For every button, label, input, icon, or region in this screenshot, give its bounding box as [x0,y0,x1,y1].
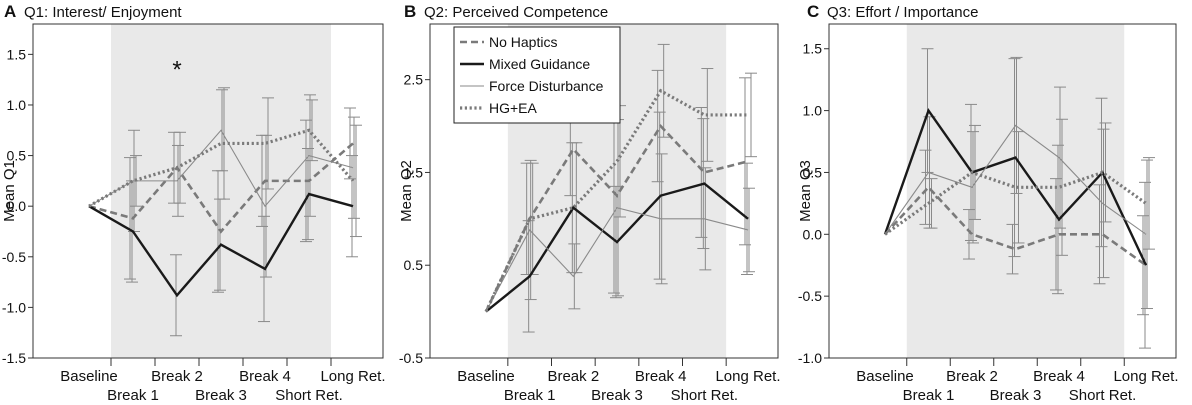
panel-c: -1.0 -0.5 0.0 0.5 1.0 1.5 Baseline Break 2 Break… [797,2,1179,404]
y-tick-label: 1.5 [7,46,27,62]
legend-label: Mixed Guidance [489,56,590,72]
x-category-label: Break 4 [239,368,291,385]
panel-a: -1.5 -1.0 -0.5 0.0 0.5 1.0 1.5 Baseline Break 2 B… [1,2,386,404]
x-category-label: Long Ret. [320,368,385,385]
panel-title: Q3: Effort / Importance [827,4,978,21]
series-line-force-disturbance [88,129,354,208]
x-category-label: Baseline [60,368,118,385]
panel-letter: C [807,2,819,21]
x-category-label: Break 2 [151,368,203,385]
y-tick-label: -0.5 [798,288,822,304]
x-category-label: Baseline [457,368,515,385]
series-line-hg-ea [88,128,355,208]
series-line-force-disturbance [884,124,1147,235]
x-category-label: Break 2 [547,368,599,385]
y-axis-label: Mean Q3 [797,160,814,222]
x-category-label: Short Ret. [671,387,739,404]
x-category-label: Break 3 [990,387,1042,404]
shaded-region [906,24,1125,358]
y-tick-label: 1.5 [803,41,823,57]
shaded-region [111,24,331,358]
legend-box [453,26,621,124]
series-line-mixed-guidance [485,182,749,313]
panel-letter: A [4,2,16,21]
x-category-label: Short Ret. [1069,387,1137,404]
x-category-label: Long Ret. [715,368,780,385]
y-tick-label: -0.5 [2,249,26,265]
series-line-force-disturbance [485,207,749,312]
legend-label: HG+EA [489,100,538,116]
y-tick-label: -1.5 [2,350,26,366]
x-category-label: Break 4 [635,368,687,385]
x-category-label: Break 3 [195,387,247,404]
x-category-label: Break 1 [504,387,556,404]
y-tick-label: 1.5 [404,164,424,180]
x-category-label: Break 1 [903,387,955,404]
series-line-mixed-guidance [88,192,354,298]
y-tick-label: 0.0 [803,226,823,242]
x-category-label: Break 1 [107,387,159,404]
series-line-no-haptics [88,142,354,234]
x-category-label: Baseline [856,368,914,385]
x-category-label: Long Ret. [1113,368,1178,385]
plot-frame [429,23,779,359]
y-tick-label: 1.0 [7,97,27,113]
y-tick-label: -0.5 [399,350,423,366]
series-line-hg-ea [484,88,748,313]
y-tick-label: 0.5 [803,164,823,180]
y-tick-label: 1.0 [803,103,823,119]
x-category-label: Break 2 [946,368,998,385]
y-tick-label: 0.5 [404,257,424,273]
panel-title: Q1: Interest/ Enjoyment [24,4,182,21]
x-category-label: Break 3 [591,387,643,404]
y-tick-label: 2.5 [404,72,424,88]
x-category-label: Break 4 [1033,368,1085,385]
plot-frame [828,23,1177,359]
y-axis-label: Mean Q1 [1,160,18,222]
panel-b: -0.5 0.5 1.5 2.5 Baseline Break 2 Break 4 Long … [398,2,781,404]
y-tick-label: -1.0 [2,299,26,315]
y-axis-label: Mean Q2 [398,160,415,222]
plot-frame [32,23,384,359]
series-line-hg-ea [884,170,1147,236]
legend-label: No Haptics [489,34,557,50]
legend: No Haptics Mixed Guidance Force Disturbanc… [453,26,621,124]
panel-title: Q2: Perceived Competence [424,4,608,21]
significance-annotation: * [172,57,181,84]
legend-label: Force Disturbance [489,78,604,94]
y-tick-label: 0.5 [7,148,27,164]
y-tick-label: 0.0 [7,198,27,214]
panel-letter: B [404,2,416,21]
x-category-label: Short Ret. [275,387,343,404]
y-tick-label: -1.0 [798,350,822,366]
